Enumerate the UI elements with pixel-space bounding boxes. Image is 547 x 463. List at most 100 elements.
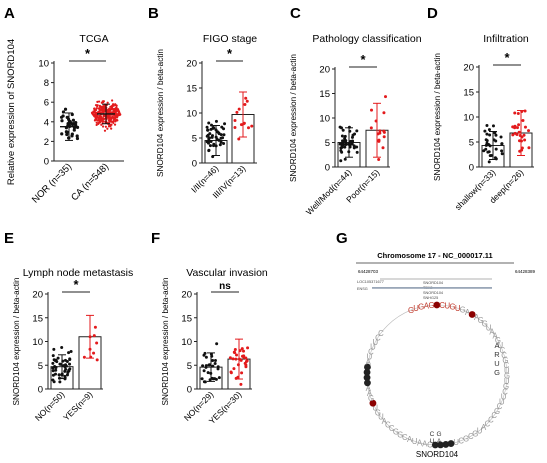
error-bar <box>517 110 525 156</box>
error-bar <box>97 103 115 125</box>
data-point <box>487 160 491 164</box>
data-point <box>485 132 489 136</box>
nucleotide-letter: U <box>367 353 373 362</box>
significance-label: * <box>360 52 366 67</box>
nucleotide-letter: G <box>504 372 510 381</box>
nucleotide-letter: C <box>503 361 509 370</box>
nucleotide-letter: U <box>378 413 384 422</box>
nucleotide-letter: U <box>370 343 376 352</box>
significance-label: * <box>227 46 233 61</box>
data-point <box>82 355 86 359</box>
data-point <box>68 362 72 366</box>
nucleotide-letter: C <box>485 419 491 428</box>
data-point <box>350 142 354 146</box>
error-bar <box>489 131 497 160</box>
data-point <box>494 133 498 137</box>
x-tick-label: NOR (n=35) <box>30 161 74 205</box>
data-point <box>489 154 493 158</box>
nucleotide-letter: C <box>368 347 374 356</box>
data-point <box>500 152 504 156</box>
nucleotide-letter: G <box>503 382 509 391</box>
data-point <box>92 334 96 338</box>
data-point <box>511 133 515 137</box>
data-point <box>491 124 495 128</box>
data-point <box>66 371 70 375</box>
data-point <box>340 143 344 147</box>
data-point <box>370 108 374 112</box>
significance-label: * <box>85 46 91 61</box>
data-point <box>235 110 239 114</box>
y-tick-label: 0 <box>325 163 330 174</box>
data-point <box>95 341 99 345</box>
data-point <box>100 123 103 126</box>
data-point <box>339 146 343 150</box>
data-point <box>206 128 210 132</box>
data-point <box>213 359 217 363</box>
data-point <box>113 123 117 126</box>
y-tick-label: 10 <box>32 337 43 348</box>
data-point <box>487 128 491 132</box>
error-bar <box>235 338 243 380</box>
data-point <box>216 367 220 371</box>
panel-title: Vascular invasion <box>186 267 268 279</box>
data-point <box>340 150 344 154</box>
data-point <box>60 119 64 123</box>
panel-title: TCGA <box>79 33 108 45</box>
error-bar <box>60 112 78 141</box>
data-point <box>92 113 95 116</box>
data-point <box>513 131 517 135</box>
data-point <box>93 111 96 114</box>
data-point <box>488 133 492 137</box>
stem-letter: A <box>437 438 442 445</box>
data-point <box>60 132 64 136</box>
data-point <box>57 373 61 377</box>
nucleotide-letter: G <box>397 430 403 439</box>
data-point <box>237 107 241 111</box>
data-point <box>223 122 227 126</box>
gene-label: SNHG25 <box>423 296 438 300</box>
y-tick-label: 20 <box>32 290 43 301</box>
panel-c: C Pathology classification SNORD104 expres… <box>289 5 422 217</box>
data-point <box>97 122 100 125</box>
data-point <box>106 101 109 104</box>
panel-a: A TCGA Relative expression of SNORD104 0 2 4 6… <box>4 5 124 206</box>
nucleotide-letter: A <box>489 327 495 336</box>
nucleotide-letter: C <box>468 432 474 441</box>
data-point <box>527 129 531 133</box>
data-point <box>64 367 68 371</box>
data-point <box>513 111 517 115</box>
y-tick-label: 0 <box>192 159 197 170</box>
data-point <box>110 106 113 109</box>
data-point <box>222 127 226 131</box>
data-point <box>65 373 69 377</box>
data-point <box>219 136 223 140</box>
data-point <box>54 368 58 372</box>
nucleotide-letter: U <box>455 304 461 313</box>
data-point <box>51 361 55 365</box>
panel-letter: E <box>4 230 14 247</box>
data-point <box>382 111 386 115</box>
panel-f: F Vascular invasion SNORD104 expression / … <box>151 230 268 426</box>
y-tick-label: 0 <box>469 163 474 174</box>
panel-b: B FIGO stage SNORD104 expression / beta-ac… <box>148 5 257 200</box>
data-point <box>231 357 235 361</box>
data-point <box>207 139 211 143</box>
data-point <box>243 103 247 107</box>
data-point <box>97 107 101 110</box>
data-point <box>109 108 112 111</box>
data-point <box>217 131 221 135</box>
data-point <box>102 117 105 120</box>
nucleotide-letter: G <box>460 306 466 315</box>
y-tick-label: 2 <box>44 137 49 148</box>
data-point <box>340 134 344 138</box>
panel-title: FIGO stage <box>203 33 257 45</box>
data-point <box>51 369 55 373</box>
data-point <box>485 139 489 143</box>
nucleotide-letter: U <box>412 437 418 446</box>
data-point <box>517 139 521 143</box>
nucleotide-letter: A <box>366 358 372 367</box>
y-axis-label: Relative expression of SNORD104 <box>6 39 17 185</box>
data-point <box>527 146 531 150</box>
